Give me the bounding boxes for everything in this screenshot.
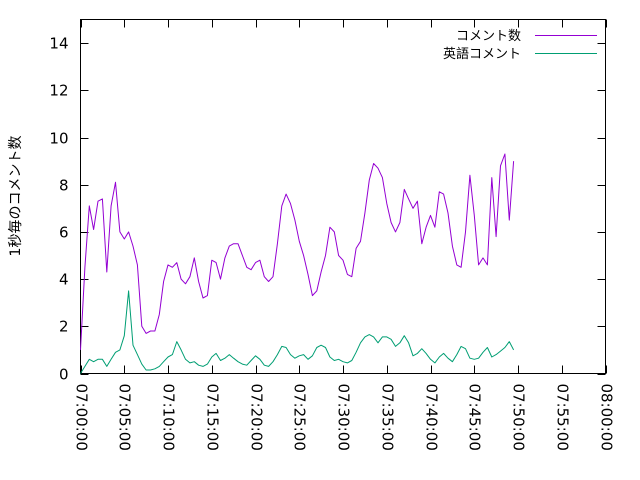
x-tick-label: 07:45:00	[466, 384, 484, 451]
y-tick-label: 0	[59, 366, 69, 384]
y-tick-label: 8	[59, 177, 69, 195]
x-tick-label: 07:40:00	[423, 384, 441, 451]
plot-frame	[80, 19, 606, 374]
x-tick-label: 07:55:00	[554, 384, 572, 451]
y-axis-label: 1秒毎のコメント数	[8, 136, 24, 257]
x-tick-label: 07:25:00	[291, 384, 309, 451]
y-tick-label: 10	[49, 130, 68, 148]
x-tick-label: 07:30:00	[335, 384, 353, 451]
x-tick-label: 07:35:00	[379, 384, 397, 451]
legend-label-1: コメント数	[456, 29, 521, 44]
y-tick-label: 14	[49, 35, 68, 53]
y-tick-label: 4	[59, 271, 69, 289]
y-tick-label: 6	[59, 224, 69, 242]
x-tick-label: 08:00:00	[598, 384, 616, 451]
x-tick-label: 07:50:00	[510, 384, 528, 451]
series-line-2	[80, 290, 515, 374]
x-axis: 07:00:00 07:05:00 07:10:00 07:15:00 07:20:00…	[73, 19, 616, 451]
legend-label-2: 英語コメント	[443, 46, 521, 62]
x-tick-label: 07:10:00	[160, 384, 178, 451]
series-lines	[80, 153, 515, 374]
series-line-1	[80, 153, 515, 350]
y-axis: 0 2 4 6 8 10 12 14	[49, 35, 606, 384]
x-tick-label: 07:00:00	[73, 384, 91, 451]
y-tick-label: 2	[59, 318, 69, 336]
x-tick-label: 07:05:00	[116, 384, 134, 451]
x-tick-label: 07:20:00	[248, 384, 266, 451]
x-tick-label: 07:15:00	[204, 384, 222, 451]
y-tick-label: 12	[49, 82, 68, 100]
